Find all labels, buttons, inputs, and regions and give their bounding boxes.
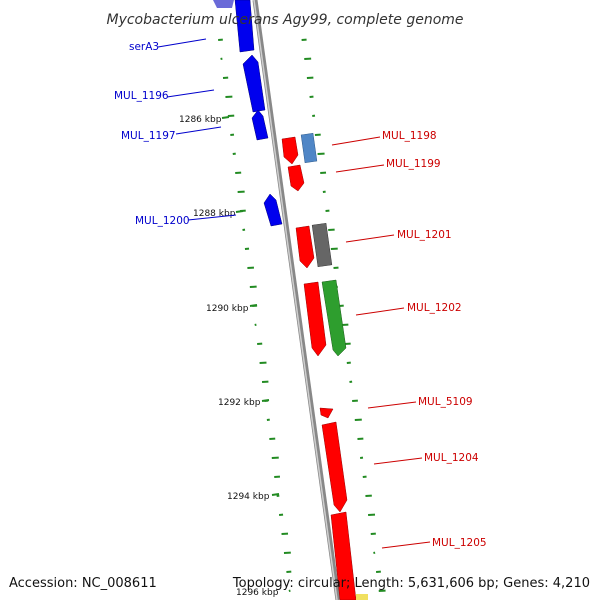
gene-label-MUL_1204[interactable]: MUL_1204 [424, 452, 479, 464]
gene-MUL_1202-arrow[interactable] [303, 281, 327, 357]
gene-label-MUL_1201[interactable]: MUL_1201 [397, 229, 452, 241]
tick-marks [221, 116, 280, 496]
tick-label: 1290 kbp [206, 304, 249, 314]
gene-label-MUL_1205[interactable]: MUL_1205 [432, 537, 487, 549]
gene-label-serA3[interactable]: serA3 [129, 41, 159, 53]
gene-label-MUL_1200[interactable]: MUL_1200 [135, 215, 190, 227]
gene-MUL_1204-arrow[interactable] [321, 421, 348, 513]
accession-text: Accession: NC_008611 [9, 576, 157, 591]
tick-label: 1286 kbp [179, 115, 222, 125]
tick-label: 1292 kbp [218, 398, 261, 408]
gene-label-MUL_1199[interactable]: MUL_1199 [386, 158, 441, 170]
tick-label: 1288 kbp [193, 209, 236, 219]
gene-MUL_1197-arrow[interactable] [251, 109, 269, 141]
gene-MUL_1198-arrow[interactable] [281, 136, 299, 165]
gene-MUL_1198-partner[interactable] [300, 133, 318, 163]
gene-label-MUL_5109[interactable]: MUL_5109 [418, 396, 473, 408]
topology-text: Topology: circular; Length: 5,631,606 bp… [232, 576, 590, 591]
gene-label-MUL_1198[interactable]: MUL_1198 [382, 130, 437, 142]
gene-label-MUL_1202[interactable]: MUL_1202 [407, 302, 462, 314]
gene-MUL_1196-arrow[interactable] [242, 54, 266, 113]
gene-MUL_1205-arrow[interactable] [330, 511, 357, 600]
genome-backbone [252, 0, 341, 600]
tick-label: 1294 kbp [227, 492, 270, 502]
tick-labels: 1286 kbp 1288 kbp 1290 kbp 1292 kbp 1294… [179, 115, 279, 598]
gene-MUL_1200-arrow[interactable] [263, 193, 283, 227]
gc-skew-track [218, 38, 386, 592]
map-title: Mycobacterium ulcerans Agy99, complete g… [106, 12, 463, 28]
gene-label-MUL_1196[interactable]: MUL_1196 [114, 90, 169, 102]
gene-next-partner [356, 594, 368, 600]
gene-MUL_1202-partner[interactable] [321, 279, 347, 357]
genome-backbone-highlight [253, 0, 338, 600]
left-gene-labels: serA3 MUL_1196 MUL_1197 MUL_1200 [114, 38, 237, 227]
gene-serA3-body[interactable] [234, 0, 255, 53]
gene-MUL_1201-partner[interactable] [311, 222, 333, 268]
gene-MUL_5109-arrow[interactable] [319, 407, 334, 419]
tick-label: 1296 kbp [236, 588, 279, 598]
right-gene-labels: MUL_1198 MUL_1199 MUL_1201 MUL_1202 MUL_… [331, 130, 487, 549]
gene-MUL_1201-arrow[interactable] [295, 225, 315, 269]
gene-serA3-arrow[interactable] [213, 0, 234, 8]
gene-label-MUL_1197[interactable]: MUL_1197 [121, 130, 176, 142]
gene-MUL_1199-arrow[interactable] [287, 164, 305, 192]
